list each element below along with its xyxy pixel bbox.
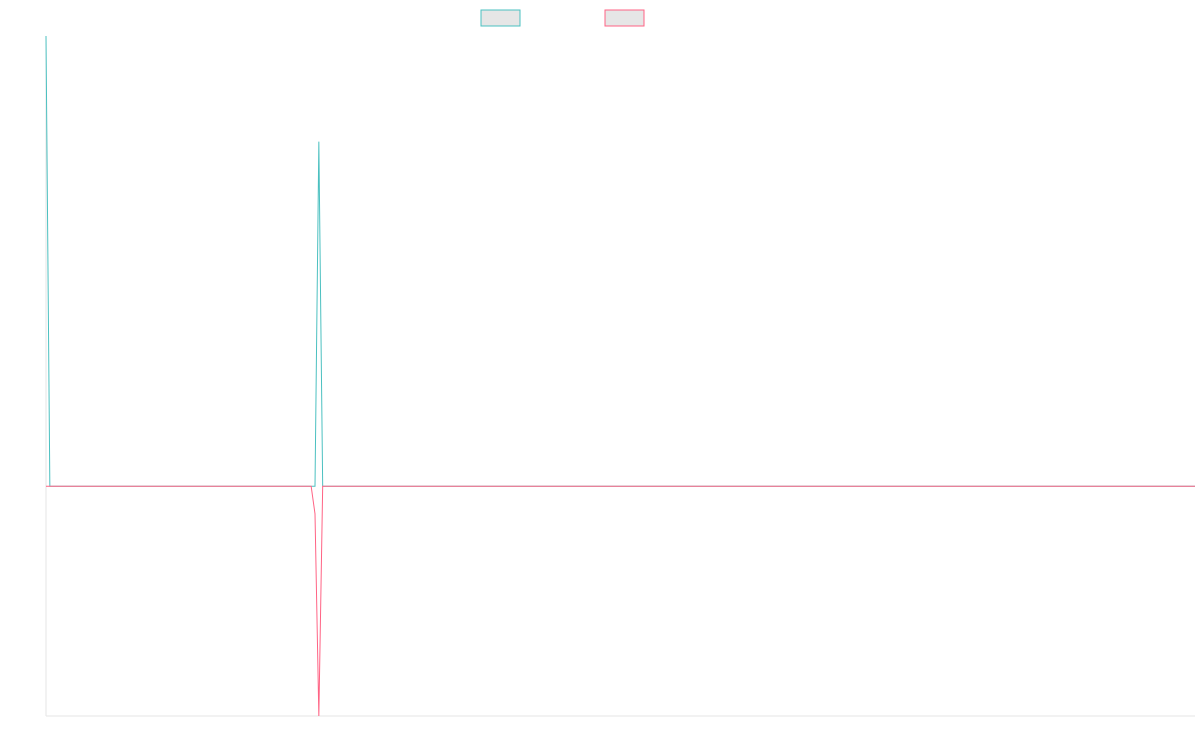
series-line-2 [46,485,1195,717]
series-line-1 [45,35,1195,487]
chart-axes [45,36,1195,717]
chart-series [45,35,1195,717]
legend-swatch-2 [604,9,645,27]
chart-legend [480,9,645,27]
legend-swatch-1 [480,9,521,27]
